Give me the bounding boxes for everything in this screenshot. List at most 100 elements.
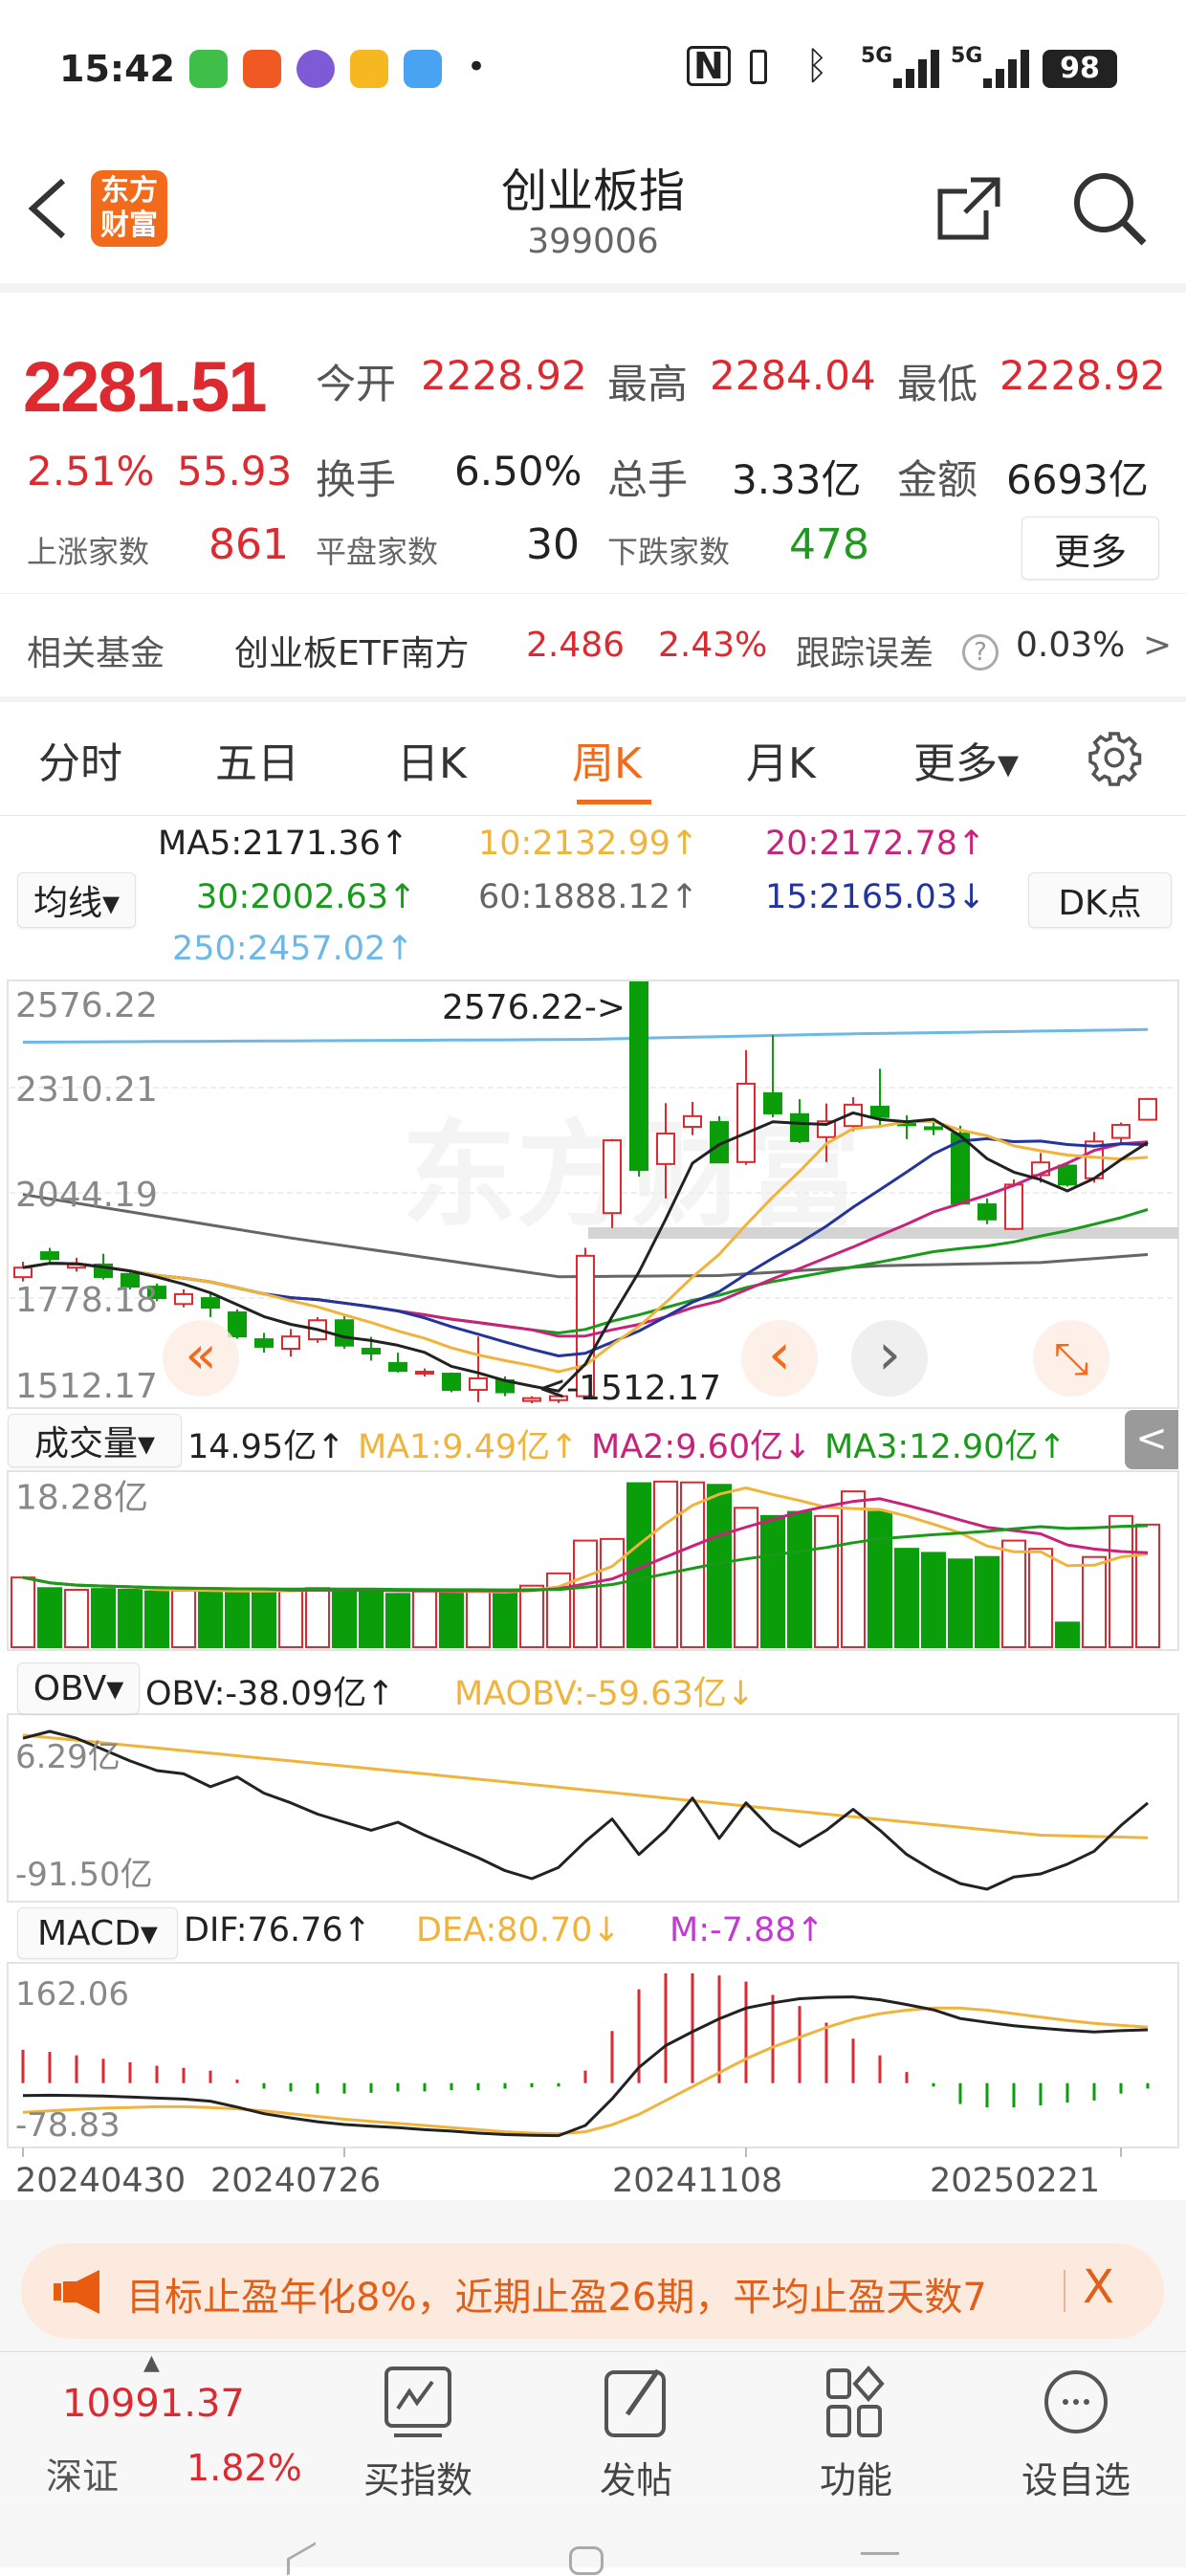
candle — [549, 1394, 568, 1403]
volume-bar — [868, 1510, 892, 1648]
candle-body — [1058, 1164, 1077, 1186]
expand-icon[interactable]: ⤡ — [1033, 1320, 1109, 1397]
promo-banner[interactable]: 目标止盈年化8%，近期止盈26期，平均止盈天数7 X — [21, 2243, 1164, 2339]
ma-selector-dropdown[interactable]: 均线▾ — [17, 872, 136, 928]
close-icon[interactable]: X — [1083, 2260, 1114, 2314]
candle-body — [924, 1126, 943, 1131]
unchanged-value: 30 — [526, 520, 580, 569]
ma15-value: 15:2165.03↓ — [765, 878, 986, 916]
candle — [254, 1332, 274, 1354]
tab-monthly-k[interactable]: 月K — [746, 739, 816, 788]
obv-axis-label: -91.50亿 — [15, 1856, 153, 1894]
volume-bar — [573, 1539, 598, 1648]
nav-label: 发帖 — [599, 2459, 672, 2501]
decliners-label: 下跌家数 — [607, 534, 731, 570]
sz-index-pct: 1.82% — [187, 2447, 302, 2489]
volume-bar — [118, 1589, 143, 1648]
candle-body — [13, 1266, 33, 1279]
candle-body — [201, 1297, 220, 1309]
volume-bar — [278, 1589, 303, 1648]
candle — [763, 1035, 782, 1118]
candle — [817, 1103, 836, 1162]
candle-body — [977, 1203, 997, 1221]
tab-daily-k[interactable]: 日K — [397, 739, 467, 788]
volume-bar — [975, 1555, 999, 1649]
decliners-value: 478 — [789, 520, 869, 569]
obv-value: OBV:-38.09亿↑ — [145, 1675, 395, 1713]
volume-bar — [359, 1589, 384, 1648]
candle — [281, 1329, 300, 1357]
obv-indicator-dropdown[interactable]: OBV▾ — [17, 1662, 140, 1714]
candle-body — [228, 1310, 247, 1338]
open-label: 今开 — [316, 361, 397, 407]
volume-indicator-dropdown[interactable]: 成交量▾ — [8, 1414, 182, 1467]
network-type: 5G — [861, 44, 893, 68]
kline-chart-area[interactable]: 东方财富 2576.222310.212044.191778.181512.17… — [0, 976, 1186, 2162]
amount-label: 金额 — [897, 456, 978, 503]
candle-body — [629, 981, 648, 1172]
volume-bar — [64, 1589, 89, 1648]
back-icon[interactable] — [25, 177, 71, 240]
candle-body — [281, 1335, 300, 1351]
volume-bar — [1082, 1555, 1107, 1649]
chevron-right-icon[interactable]: > — [1143, 626, 1173, 665]
candle-body — [335, 1319, 354, 1347]
candle — [710, 1115, 729, 1164]
fund-pct: 2.43% — [658, 626, 768, 665]
volume-bar — [305, 1587, 330, 1648]
tab-intraday[interactable]: 分时 — [38, 739, 122, 788]
last-price: 2281.51 — [23, 347, 267, 427]
more-quote-button[interactable]: 更多 — [1021, 517, 1159, 580]
candle — [442, 1372, 461, 1393]
volume-bar — [493, 1592, 517, 1649]
volume-bar — [1055, 1621, 1080, 1648]
ma5-value: MA5:2171.36↑ — [158, 825, 409, 863]
tab-five-day[interactable]: 五日 — [215, 739, 299, 788]
system-menu-icon[interactable] — [861, 2552, 899, 2555]
collapse-panel-button[interactable]: < — [1125, 1410, 1178, 1469]
volume-bar — [412, 1590, 437, 1649]
candle — [40, 1247, 59, 1263]
candle-body — [763, 1091, 782, 1114]
macd-indicator-dropdown[interactable]: MACD▾ — [17, 1907, 178, 1959]
help-icon[interactable]: ? — [962, 634, 999, 671]
tab-more[interactable]: 更多▾ — [913, 739, 1020, 788]
price-axis-label: 2310.21 — [15, 1070, 158, 1110]
date-axis-label: 20240726 — [210, 2162, 382, 2200]
volume-bar — [841, 1490, 866, 1649]
fund-name[interactable]: 创业板ETF南方 — [234, 634, 470, 673]
taobao-app-icon — [243, 50, 281, 88]
more-circle-icon — [1044, 2370, 1108, 2433]
volume-ma3-line — [22, 1524, 1149, 1592]
candle — [629, 981, 648, 1178]
high-label: 最高 — [607, 361, 689, 407]
dk-point-button[interactable]: DK点 — [1028, 872, 1172, 928]
battery-icon: 98 — [1043, 50, 1117, 88]
maobv-value: MAOBV:-59.63亿↓ — [454, 1675, 756, 1713]
volume-bar — [198, 1590, 223, 1649]
turnover-value: 6.50% — [454, 448, 582, 495]
candle — [1058, 1163, 1077, 1187]
scroll-left-button[interactable]: ‹ — [741, 1320, 818, 1397]
candle — [174, 1288, 193, 1308]
tab-weekly-k[interactable]: 周K — [572, 739, 642, 788]
system-home-icon[interactable] — [569, 2546, 604, 2575]
scroll-right-button[interactable]: › — [851, 1320, 928, 1397]
candle-body — [469, 1377, 488, 1392]
expand-up-icon[interactable]: ▲ — [143, 2351, 160, 2375]
gear-icon[interactable] — [1086, 729, 1143, 786]
candle — [870, 1068, 890, 1128]
bottom-nav — [0, 2351, 1186, 2504]
volume-bar — [11, 1576, 35, 1649]
volume-bar — [680, 1481, 705, 1649]
search-icon[interactable] — [1069, 168, 1150, 249]
dea-line — [22, 2006, 1149, 2136]
status-time: 15:42 — [59, 48, 175, 90]
share-icon[interactable] — [933, 172, 1005, 245]
volume-bar — [948, 1558, 973, 1648]
jump-first-button[interactable]: « — [163, 1320, 239, 1397]
volume-bar — [894, 1548, 919, 1649]
candle — [683, 1101, 702, 1135]
volume-bar — [760, 1514, 785, 1648]
price-axis-label: 1512.17 — [15, 1367, 158, 1406]
